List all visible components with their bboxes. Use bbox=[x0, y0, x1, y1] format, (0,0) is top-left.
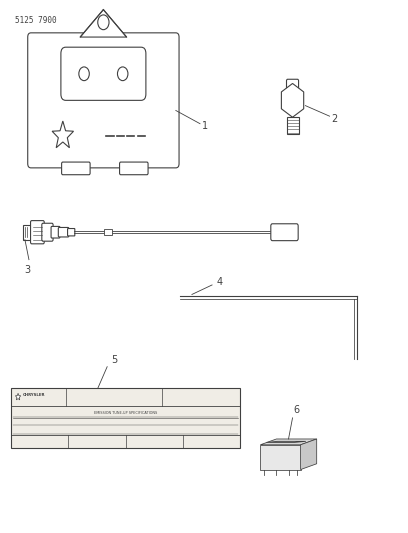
FancyBboxPatch shape bbox=[61, 47, 146, 100]
FancyBboxPatch shape bbox=[28, 33, 179, 168]
Text: 1: 1 bbox=[202, 122, 208, 131]
Circle shape bbox=[79, 67, 89, 80]
Text: 6: 6 bbox=[293, 405, 299, 415]
FancyBboxPatch shape bbox=[23, 225, 32, 240]
Polygon shape bbox=[52, 121, 73, 148]
FancyBboxPatch shape bbox=[68, 229, 75, 236]
Text: 4: 4 bbox=[216, 277, 222, 287]
FancyBboxPatch shape bbox=[286, 79, 299, 94]
Circle shape bbox=[118, 67, 128, 80]
Polygon shape bbox=[282, 84, 304, 117]
Text: 2: 2 bbox=[332, 114, 338, 124]
Bar bbox=[286, 117, 299, 134]
Polygon shape bbox=[266, 441, 306, 442]
Text: 5: 5 bbox=[111, 354, 118, 365]
Text: CHRYSLER: CHRYSLER bbox=[23, 393, 45, 397]
Polygon shape bbox=[260, 439, 317, 445]
Circle shape bbox=[98, 15, 109, 30]
Text: 3: 3 bbox=[24, 265, 31, 275]
Text: 5125 7900: 5125 7900 bbox=[15, 16, 56, 25]
Text: EMISSION TUNE-UP SPECIFICATIONS: EMISSION TUNE-UP SPECIFICATIONS bbox=[94, 411, 157, 415]
FancyBboxPatch shape bbox=[120, 162, 148, 175]
FancyBboxPatch shape bbox=[58, 228, 69, 237]
Polygon shape bbox=[301, 439, 317, 470]
FancyBboxPatch shape bbox=[271, 224, 298, 241]
FancyBboxPatch shape bbox=[51, 227, 60, 238]
Bar bbox=[104, 229, 112, 236]
FancyBboxPatch shape bbox=[42, 223, 53, 241]
Bar bbox=[11, 388, 240, 448]
FancyBboxPatch shape bbox=[62, 162, 90, 175]
Polygon shape bbox=[80, 10, 126, 37]
Polygon shape bbox=[260, 445, 301, 470]
FancyBboxPatch shape bbox=[31, 221, 44, 244]
Polygon shape bbox=[16, 393, 21, 400]
